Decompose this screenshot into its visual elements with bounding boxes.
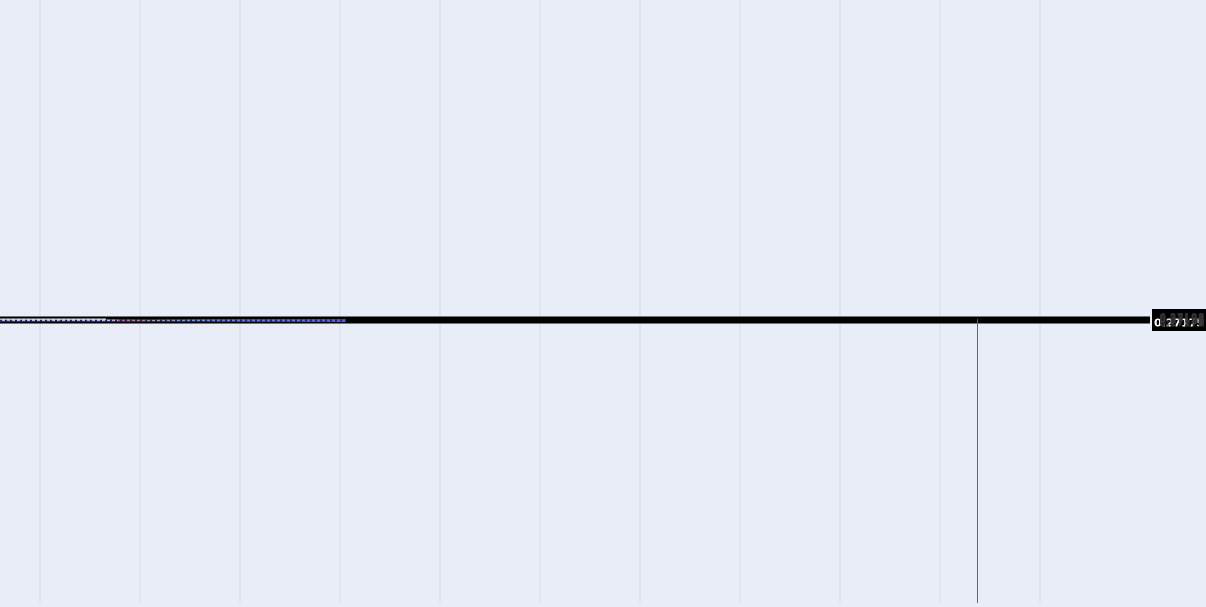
y-tick-label: 0.27190 (1159, 313, 1205, 326)
y-tick-label: 0.27174 (1159, 316, 1205, 329)
y-tick-label: 0.27198 (1159, 311, 1205, 324)
candle-body (121, 319, 124, 321)
candle-body (133, 319, 136, 321)
y-tick-label: 0.27172 (1159, 317, 1205, 330)
y-tick-label: 0.27180 (1159, 315, 1205, 328)
candle-body (127, 319, 130, 321)
y-tick-label: 0.27192 (1159, 312, 1205, 325)
y-tick-label: 0.27186 (1159, 314, 1205, 327)
price-axis[interactable]: 0.271980.271940.271920.271900.271860.271… (1159, 311, 1205, 330)
price-badge (1152, 314, 1206, 331)
y-tick-label: 0.27176 (1159, 316, 1205, 329)
y-tick-label: 0.27178 (1159, 315, 1205, 328)
y-tick-label: 0.27194 (1159, 312, 1205, 325)
price-badge-label: 0.27175 (1154, 317, 1204, 330)
candle-body (118, 319, 121, 321)
level-lines[interactable]: 0.271960.271930.271910.271880.271840.271… (0, 309, 1206, 603)
